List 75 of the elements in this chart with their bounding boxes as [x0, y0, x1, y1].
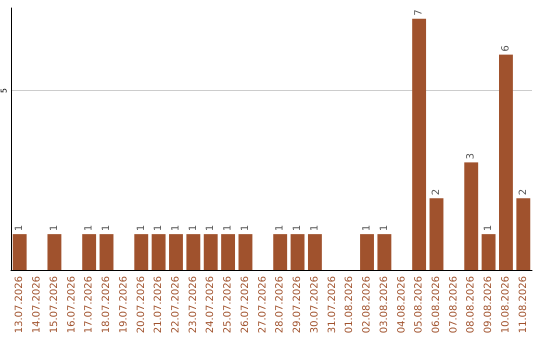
x-tick-label: 24.07.2026	[205, 276, 216, 334]
data-label: 1	[309, 224, 320, 232]
data-label: 1	[48, 224, 60, 232]
data-label: 1	[205, 224, 216, 232]
x-tick-label: 10.08.2026	[500, 276, 512, 334]
data-label: 1	[14, 224, 26, 232]
x-tick-label: 01.08.2026	[344, 276, 356, 334]
bar	[290, 234, 304, 270]
data-label: 1	[378, 224, 390, 232]
bar	[238, 234, 252, 270]
bar	[516, 198, 530, 270]
data-label: 1	[240, 224, 251, 232]
bar	[221, 234, 236, 270]
bar	[134, 234, 148, 270]
x-tick-label: 07.08.2026	[448, 276, 460, 334]
x-tick-label: 27.07.2026	[257, 276, 268, 334]
data-label: 1	[188, 224, 199, 232]
x-tick-label: 30.07.2026	[309, 276, 320, 334]
x-tick-label: 15.07.2026	[48, 276, 60, 334]
data-label: 1	[483, 224, 494, 232]
x-tick-label: 28.07.2026	[274, 276, 286, 334]
bar	[169, 234, 183, 270]
data-label: 1	[136, 224, 147, 232]
x-tick-label: 03.08.2026	[378, 276, 390, 334]
x-tick-label: 14.07.2026	[32, 276, 43, 334]
bar	[499, 54, 513, 270]
x-tick-label: 19.07.2026	[118, 276, 130, 334]
x-tick-label: 23.07.2026	[188, 276, 199, 334]
bar	[308, 234, 322, 270]
bar	[464, 162, 478, 270]
data-label: 3	[466, 152, 477, 160]
data-label: 1	[362, 224, 373, 232]
x-tick-label: 26.07.2026	[240, 276, 251, 334]
x-tick-label: 11.08.2026	[518, 276, 529, 334]
data-label: 1	[170, 224, 182, 232]
bar	[377, 234, 392, 270]
bar	[273, 234, 288, 270]
bar	[152, 234, 166, 270]
data-label: 1	[274, 224, 286, 232]
bar	[204, 234, 218, 270]
x-tick-label: 25.07.2026	[222, 276, 234, 334]
bar	[100, 234, 114, 270]
data-label: 7	[414, 9, 425, 16]
data-label: 1	[222, 224, 234, 232]
x-tick-label: 02.08.2026	[362, 276, 373, 334]
x-tick-label: 18.07.2026	[101, 276, 112, 334]
x-tick-label: 08.08.2026	[466, 276, 477, 334]
x-tick-label: 17.07.2026	[84, 276, 95, 334]
bar	[360, 234, 374, 270]
data-label: 2	[430, 188, 442, 196]
x-tick-label: 29.07.2026	[292, 276, 304, 334]
bar	[430, 198, 444, 270]
bar	[482, 234, 496, 270]
x-tick-label: 09.08.2026	[483, 276, 494, 334]
bar	[12, 234, 27, 270]
x-tick-label: 05.08.2026	[414, 276, 425, 334]
y-tick-label: 5	[0, 88, 8, 94]
x-tick-label: 31.07.2026	[326, 276, 338, 334]
data-label: 1	[101, 224, 112, 232]
x-tick-label: 06.08.2026	[430, 276, 442, 334]
x-tick-label: 04.08.2026	[396, 276, 408, 334]
bar	[82, 234, 96, 270]
x-tick-label: 13.07.2026	[14, 276, 26, 334]
x-tick-label: 21.07.2026	[153, 276, 164, 334]
data-label: 6	[500, 45, 512, 52]
bar	[412, 18, 426, 270]
bar	[186, 234, 200, 270]
data-label: 1	[292, 224, 304, 232]
data-label: 2	[518, 188, 529, 196]
bar	[47, 234, 62, 270]
data-label: 1	[153, 224, 164, 232]
x-tick-label: 20.07.2026	[136, 276, 147, 334]
x-tick-label: 22.07.2026	[170, 276, 182, 334]
data-label: 1	[84, 224, 95, 232]
x-tick-label: 16.07.2026	[66, 276, 78, 334]
